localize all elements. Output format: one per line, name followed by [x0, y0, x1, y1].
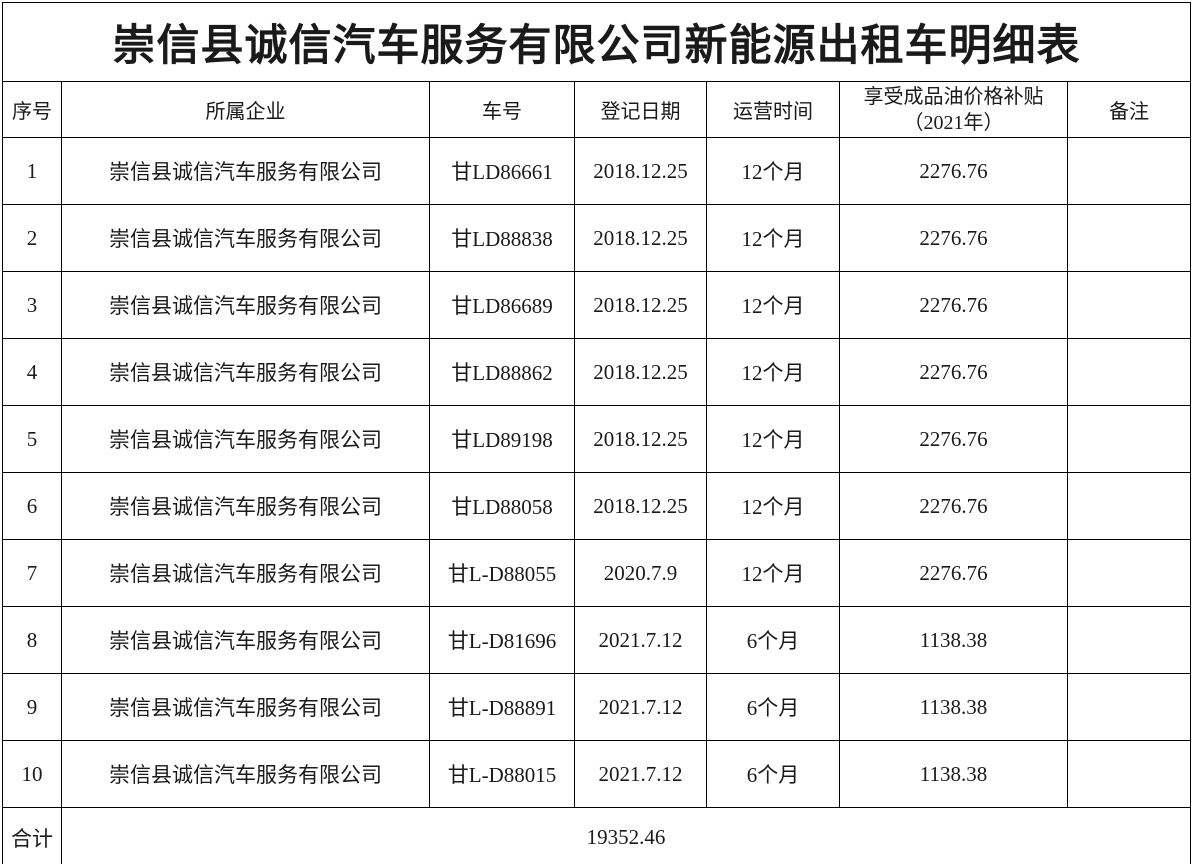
cell-op-time: 12个月: [706, 271, 840, 339]
cell-no: 7: [2, 539, 62, 607]
cell-subsidy: 2276.76: [839, 338, 1068, 406]
cell-plate: 甘L-D88015: [429, 740, 575, 808]
table-header-row: 序号 所属企业 车号 登记日期 运营时间 享受成品油价格补贴 （2021年） 备…: [2, 81, 1191, 138]
cell-plate: 甘L-D81696: [429, 606, 575, 674]
table-row: 1 崇信县诚信汽车服务有限公司 甘LD86661 2018.12.25 12个月…: [2, 137, 1191, 205]
cell-no: 8: [2, 606, 62, 674]
cell-plate: 甘LD89198: [429, 405, 575, 473]
cell-remark: [1067, 740, 1191, 808]
cell-company: 崇信县诚信汽车服务有限公司: [61, 606, 430, 674]
cell-remark: [1067, 271, 1191, 339]
cell-remark: [1067, 539, 1191, 607]
cell-remark: [1067, 606, 1191, 674]
cell-company: 崇信县诚信汽车服务有限公司: [61, 673, 430, 741]
cell-op-time: 6个月: [706, 740, 840, 808]
cell-no: 2: [2, 204, 62, 272]
cell-company: 崇信县诚信汽车服务有限公司: [61, 271, 430, 339]
cell-reg-date: 2018.12.25: [574, 405, 707, 473]
col-header-plate: 车号: [429, 81, 575, 138]
cell-op-time: 12个月: [706, 472, 840, 540]
cell-subsidy: 1138.38: [839, 606, 1068, 674]
cell-plate: 甘LD86661: [429, 137, 575, 205]
cell-no: 3: [2, 271, 62, 339]
cell-op-time: 12个月: [706, 338, 840, 406]
cell-company: 崇信县诚信汽车服务有限公司: [61, 472, 430, 540]
table-row: 9 崇信县诚信汽车服务有限公司 甘L-D88891 2021.7.12 6个月 …: [2, 673, 1191, 741]
col-header-remark: 备注: [1067, 81, 1191, 138]
cell-op-time: 12个月: [706, 405, 840, 473]
cell-reg-date: 2018.12.25: [574, 338, 707, 406]
cell-reg-date: 2021.7.12: [574, 673, 707, 741]
title-row: 崇信县诚信汽车服务有限公司新能源出租车明细表: [2, 2, 1191, 82]
cell-subsidy: 2276.76: [839, 405, 1068, 473]
table-row: 8 崇信县诚信汽车服务有限公司 甘L-D81696 2021.7.12 6个月 …: [2, 606, 1191, 674]
cell-reg-date: 2018.12.25: [574, 472, 707, 540]
col-header-subsidy-line2: （2021年）: [903, 111, 1004, 134]
col-header-reg-date: 登记日期: [574, 81, 707, 138]
table-row: 2 崇信县诚信汽车服务有限公司 甘LD88838 2018.12.25 12个月…: [2, 204, 1191, 272]
total-value: 19352.46: [61, 807, 1191, 864]
cell-subsidy: 1138.38: [839, 673, 1068, 741]
cell-no: 4: [2, 338, 62, 406]
table-row: 4 崇信县诚信汽车服务有限公司 甘LD88862 2018.12.25 12个月…: [2, 338, 1191, 406]
cell-reg-date: 2018.12.25: [574, 137, 707, 205]
table-row: 10 崇信县诚信汽车服务有限公司 甘L-D88015 2021.7.12 6个月…: [2, 740, 1191, 808]
cell-plate: 甘L-D88891: [429, 673, 575, 741]
cell-no: 10: [2, 740, 62, 808]
cell-company: 崇信县诚信汽车服务有限公司: [61, 539, 430, 607]
cell-plate: 甘L-D88055: [429, 539, 575, 607]
cell-remark: [1067, 204, 1191, 272]
table-row: 7 崇信县诚信汽车服务有限公司 甘L-D88055 2020.7.9 12个月 …: [2, 539, 1191, 607]
cell-company: 崇信县诚信汽车服务有限公司: [61, 338, 430, 406]
col-header-subsidy-line1: 享受成品油价格补贴: [863, 85, 1044, 108]
cell-op-time: 12个月: [706, 137, 840, 205]
cell-remark: [1067, 137, 1191, 205]
cell-op-time: 6个月: [706, 606, 840, 674]
col-header-no: 序号: [2, 81, 62, 138]
cell-subsidy: 2276.76: [839, 539, 1068, 607]
cell-subsidy: 1138.38: [839, 740, 1068, 808]
cell-reg-date: 2018.12.25: [574, 204, 707, 272]
page-title: 崇信县诚信汽车服务有限公司新能源出租车明细表: [2, 2, 1191, 82]
cell-subsidy: 2276.76: [839, 204, 1068, 272]
cell-reg-date: 2018.12.25: [574, 271, 707, 339]
cell-remark: [1067, 338, 1191, 406]
total-label: 合计: [2, 807, 62, 864]
cell-remark: [1067, 405, 1191, 473]
cell-company: 崇信县诚信汽车服务有限公司: [61, 204, 430, 272]
table-row: 5 崇信县诚信汽车服务有限公司 甘LD89198 2018.12.25 12个月…: [2, 405, 1191, 473]
cell-reg-date: 2020.7.9: [574, 539, 707, 607]
table-row: 6 崇信县诚信汽车服务有限公司 甘LD88058 2018.12.25 12个月…: [2, 472, 1191, 540]
cell-subsidy: 2276.76: [839, 137, 1068, 205]
cell-plate: 甘LD88862: [429, 338, 575, 406]
cell-company: 崇信县诚信汽车服务有限公司: [61, 405, 430, 473]
cell-op-time: 6个月: [706, 673, 840, 741]
cell-op-time: 12个月: [706, 204, 840, 272]
col-header-company: 所属企业: [61, 81, 430, 138]
cell-plate: 甘LD88838: [429, 204, 575, 272]
cell-remark: [1067, 472, 1191, 540]
cell-subsidy: 2276.76: [839, 271, 1068, 339]
col-header-op-time: 运营时间: [706, 81, 840, 138]
table-row: 3 崇信县诚信汽车服务有限公司 甘LD86689 2018.12.25 12个月…: [2, 271, 1191, 339]
cell-plate: 甘LD86689: [429, 271, 575, 339]
cell-company: 崇信县诚信汽车服务有限公司: [61, 740, 430, 808]
cell-reg-date: 2021.7.12: [574, 606, 707, 674]
col-header-subsidy: 享受成品油价格补贴 （2021年）: [839, 81, 1068, 138]
cell-op-time: 12个月: [706, 539, 840, 607]
cell-no: 1: [2, 137, 62, 205]
cell-subsidy: 2276.76: [839, 472, 1068, 540]
cell-company: 崇信县诚信汽车服务有限公司: [61, 137, 430, 205]
cell-remark: [1067, 673, 1191, 741]
cell-no: 5: [2, 405, 62, 473]
cell-no: 6: [2, 472, 62, 540]
cell-plate: 甘LD88058: [429, 472, 575, 540]
cell-reg-date: 2021.7.12: [574, 740, 707, 808]
total-row: 合计 19352.46: [2, 807, 1191, 864]
cell-no: 9: [2, 673, 62, 741]
